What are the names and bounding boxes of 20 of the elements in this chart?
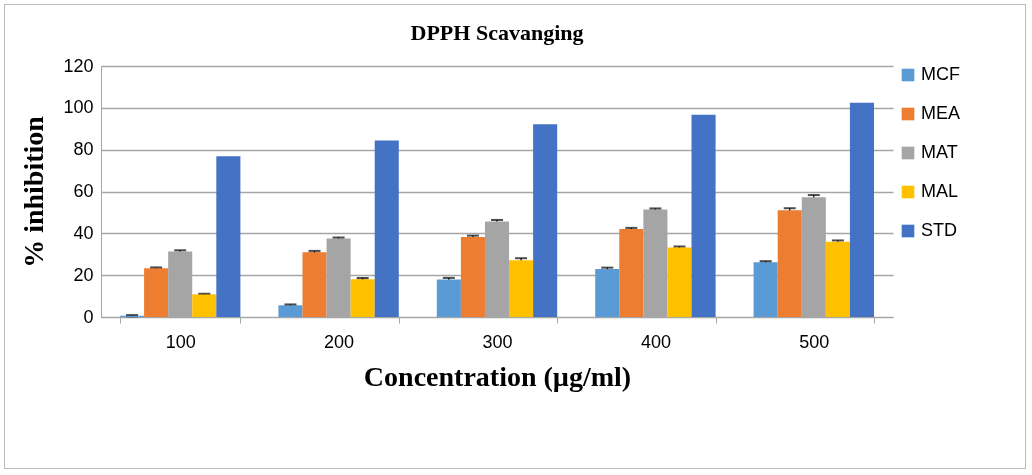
- legend-label: MAT: [921, 142, 958, 162]
- chart-title: DPPH Scavanging: [410, 20, 584, 45]
- y-tick-label: 120: [63, 55, 94, 76]
- y-tick-label: 20: [73, 264, 94, 285]
- x-tick-label: 500: [799, 331, 830, 352]
- legend-label: STD: [921, 220, 957, 240]
- x-tick-label: 300: [482, 331, 513, 352]
- y-tick-label: 0: [83, 306, 94, 327]
- x-tick-label: 200: [324, 331, 355, 352]
- x-tick-label: 100: [165, 331, 196, 352]
- y-tick-label: 40: [73, 222, 94, 243]
- y-tick-label: 100: [63, 97, 94, 118]
- y-axis-title: % inhibition: [18, 115, 50, 268]
- y-tick-label: 80: [73, 139, 94, 160]
- x-tick-label: 400: [640, 331, 671, 352]
- y-tick-label: 60: [73, 181, 94, 201]
- legend-label: MEA: [921, 103, 961, 123]
- legend-label: MCF: [921, 64, 960, 84]
- legend-label: MAL: [921, 181, 959, 201]
- x-axis-title: Concentration (µg/ml): [363, 360, 632, 392]
